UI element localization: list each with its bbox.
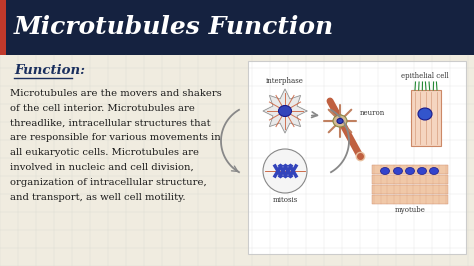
Bar xyxy=(0,0,474,55)
Bar xyxy=(372,185,448,194)
Text: and transport, as well cell motility.: and transport, as well cell motility. xyxy=(10,193,185,202)
Bar xyxy=(248,61,466,254)
Text: all eukaryotic cells. Microtubules are: all eukaryotic cells. Microtubules are xyxy=(10,148,199,157)
Ellipse shape xyxy=(405,168,414,174)
Ellipse shape xyxy=(418,108,432,120)
Ellipse shape xyxy=(418,168,427,174)
Ellipse shape xyxy=(333,115,347,127)
Bar xyxy=(372,195,448,204)
Ellipse shape xyxy=(381,168,390,174)
Text: Microtubules are the movers and shakers: Microtubules are the movers and shakers xyxy=(10,89,222,98)
Text: threadlike, intracellular structures that: threadlike, intracellular structures tha… xyxy=(10,119,210,128)
Bar xyxy=(411,90,441,146)
Bar xyxy=(372,175,448,184)
Ellipse shape xyxy=(337,118,343,123)
Text: Microtubules Function: Microtubules Function xyxy=(14,15,334,39)
Bar xyxy=(372,165,448,174)
Ellipse shape xyxy=(429,168,438,174)
Text: organization of intracellular structure,: organization of intracellular structure, xyxy=(10,178,207,187)
Circle shape xyxy=(263,149,307,193)
Ellipse shape xyxy=(279,106,292,117)
Text: involved in nucleic and cell division,: involved in nucleic and cell division, xyxy=(10,163,194,172)
Text: are responsible for various movements in: are responsible for various movements in xyxy=(10,134,221,142)
Text: Function:: Function: xyxy=(14,64,85,77)
Text: neuron: neuron xyxy=(360,109,385,117)
Text: of the cell interior. Microtubules are: of the cell interior. Microtubules are xyxy=(10,104,195,113)
Ellipse shape xyxy=(393,168,402,174)
Bar xyxy=(0,0,6,55)
Text: interphase: interphase xyxy=(266,77,304,85)
Text: mitosis: mitosis xyxy=(273,196,298,204)
Polygon shape xyxy=(263,89,307,133)
Text: epithelial cell: epithelial cell xyxy=(401,72,449,80)
Text: myotube: myotube xyxy=(394,206,426,214)
